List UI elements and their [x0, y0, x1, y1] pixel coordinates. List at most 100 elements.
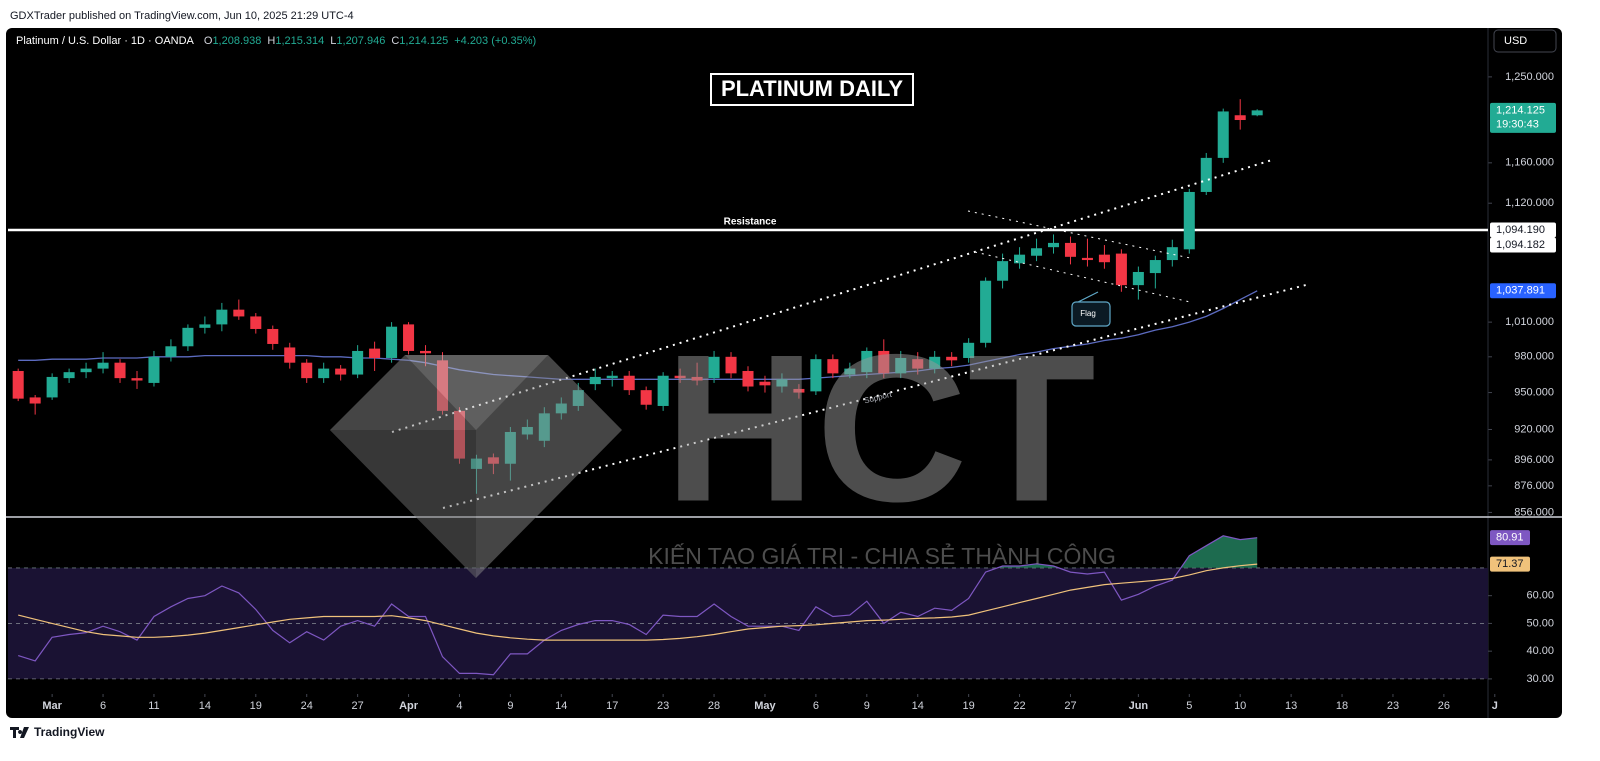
candle-body [1166, 247, 1178, 261]
candle-body [980, 280, 992, 343]
ohlc-value: 1,215.314 [275, 35, 324, 47]
x-tick-label: Apr [399, 700, 419, 712]
candle-body [250, 316, 262, 329]
x-tick-label: 10 [1234, 700, 1246, 712]
candle-body [1234, 115, 1246, 121]
x-tick-label: 11 [148, 700, 159, 712]
candle-body [895, 357, 907, 374]
candle-body [267, 328, 279, 344]
y-tick-label: 876.000 [1514, 480, 1554, 492]
candle-body [165, 346, 177, 357]
candle-body [827, 359, 839, 374]
candle-body [284, 347, 296, 363]
candle-body [640, 390, 652, 405]
x-tick-label: 27 [1064, 700, 1076, 712]
x-tick-label: 14 [912, 700, 924, 712]
candle-body [1149, 260, 1161, 274]
change: +4.203 (+0.35%) [454, 35, 536, 47]
candle-body [199, 324, 211, 328]
candle-body [80, 368, 92, 373]
candle-body [861, 350, 873, 373]
currency-button[interactable] [1493, 29, 1557, 53]
ohlc-value: 1,214.125 [399, 35, 448, 47]
x-tick-label: Jun [1129, 700, 1149, 712]
rsi-marker [1490, 530, 1530, 546]
x-tick-label: 13 [1285, 700, 1297, 712]
x-tick-label: Mar [42, 700, 62, 712]
rsi-marker-label: 71.37 [1496, 558, 1524, 570]
candle-body [1251, 110, 1263, 116]
x-tick-label: 14 [199, 700, 211, 712]
price-marker-label: 1,094.190 [1496, 224, 1545, 236]
x-tick-label: 4 [456, 700, 462, 712]
x-tick-label: 23 [657, 700, 669, 712]
candle-body [793, 388, 805, 393]
candle-body [1200, 157, 1212, 192]
candle-body [1081, 257, 1093, 261]
price-marker [1490, 283, 1556, 299]
rsi-marker-label: 80.91 [1496, 532, 1524, 544]
candle-body [691, 376, 703, 381]
candle-body [1132, 271, 1144, 286]
chart-background [6, 28, 1562, 718]
x-tick-label: J [1492, 700, 1498, 712]
x-tick-label: 26 [1438, 700, 1450, 712]
watermark-logo-text: HCT [664, 310, 1096, 545]
price-marker-label: 1,214.125 [1496, 104, 1545, 116]
watermark-facet [405, 355, 548, 430]
candle-body [386, 326, 398, 358]
drawings [391, 159, 1307, 509]
candle-body [963, 342, 975, 358]
candle-body [335, 368, 347, 375]
candle-body [318, 368, 330, 379]
candle-body [1217, 111, 1229, 158]
candle-body [216, 309, 228, 325]
publish-info: GDXTrader published on TradingView.com, … [10, 10, 354, 22]
support-trendline [442, 284, 1307, 509]
candle-body [1047, 242, 1060, 248]
flag-label: Flag [1080, 309, 1096, 318]
rsi-marker [1490, 556, 1530, 572]
y-tick-label: 856.000 [1514, 506, 1554, 518]
x-tick-label: 6 [100, 700, 106, 712]
candle-body [12, 370, 24, 399]
chart-title: PLATINUM DAILY [721, 76, 903, 101]
candle-body [114, 362, 126, 379]
candle-body [63, 372, 75, 379]
flag-upper-line [967, 210, 1191, 259]
candle-body [1031, 248, 1043, 256]
candle-body [997, 261, 1009, 281]
y-tick-label: 30.00 [1526, 673, 1554, 685]
candle-body [589, 376, 601, 385]
rsi-pane: 30.00 40.00 50.00 60.00 80.91 71.37 [8, 530, 1554, 685]
candle-body [708, 356, 720, 379]
candle-body [1183, 191, 1195, 250]
rsi-line [18, 535, 1258, 676]
candle-body [759, 381, 771, 386]
candle-body [369, 348, 381, 358]
y-tick-label: 950.000 [1514, 386, 1554, 398]
ohlc-key: O [204, 35, 213, 47]
candle-body [742, 370, 754, 387]
candle-body [878, 350, 890, 374]
x-tick-label: 5 [1186, 700, 1192, 712]
candle-body [1014, 254, 1026, 264]
ohlc-value: 1,207.946 [336, 35, 385, 47]
candle-body [1115, 253, 1127, 286]
candle-body [97, 362, 109, 369]
x-tick-label: May [754, 700, 776, 712]
moving-average [18, 290, 1258, 380]
price-marker-label: 1,037.891 [1496, 285, 1545, 297]
candle-body [148, 356, 160, 383]
x-tick-label: 28 [708, 700, 720, 712]
candle-body [946, 356, 958, 361]
x-tick-label: 17 [606, 700, 618, 712]
y-tick-label: 920.000 [1514, 423, 1554, 435]
candle-body [46, 376, 58, 398]
price-marker [1490, 222, 1556, 238]
candle-body [420, 350, 432, 354]
y-tick-label: 1,010.000 [1505, 316, 1554, 328]
y-tick-label: 1,250.000 [1505, 71, 1554, 83]
